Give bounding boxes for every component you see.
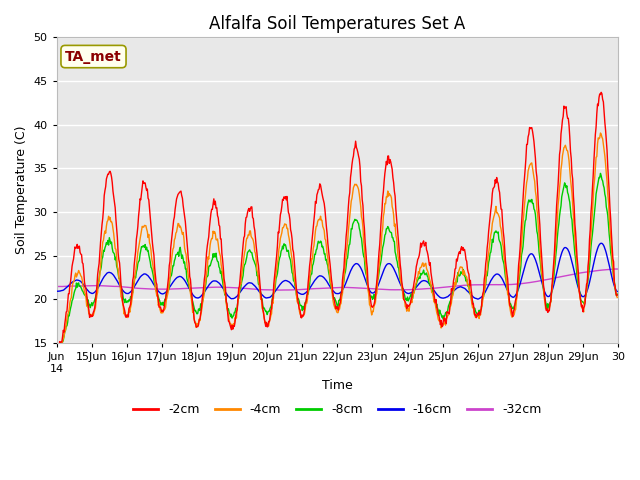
Legend: -2cm, -4cm, -8cm, -16cm, -32cm: -2cm, -4cm, -8cm, -16cm, -32cm: [128, 398, 547, 421]
-4cm: [250, 242, 258, 248]
-32cm: [221, 285, 229, 290]
-16cm: [426, 282, 434, 288]
-32cm: [271, 287, 279, 293]
-2cm: [396, 252, 403, 258]
-16cm: [474, 296, 481, 302]
-8cm: [613, 291, 621, 297]
-2cm: [250, 224, 258, 229]
-2cm: [427, 269, 435, 275]
Line: -8cm: -8cm: [57, 173, 617, 352]
-32cm: [118, 284, 126, 290]
-2cm: [613, 292, 621, 298]
-8cm: [221, 291, 229, 297]
Line: -4cm: -4cm: [57, 133, 617, 352]
-4cm: [120, 303, 127, 309]
-4cm: [53, 348, 61, 353]
Text: TA_met: TA_met: [65, 49, 122, 63]
-32cm: [612, 266, 620, 272]
-2cm: [223, 299, 230, 304]
Title: Alfalfa Soil Temperatures Set A: Alfalfa Soil Temperatures Set A: [209, 15, 465, 33]
-8cm: [118, 289, 126, 295]
-16cm: [53, 288, 61, 294]
-8cm: [250, 257, 257, 263]
-16cm: [597, 240, 605, 246]
-4cm: [223, 301, 230, 307]
-4cm: [613, 295, 621, 300]
-2cm: [53, 350, 61, 356]
-4cm: [271, 277, 279, 283]
-8cm: [271, 288, 278, 294]
-32cm: [53, 284, 61, 289]
-4cm: [596, 130, 604, 136]
-16cm: [250, 282, 257, 288]
Line: -2cm: -2cm: [57, 92, 617, 354]
-8cm: [426, 283, 434, 288]
Line: -32cm: -32cm: [57, 269, 617, 290]
-32cm: [427, 286, 435, 291]
Line: -16cm: -16cm: [57, 243, 617, 299]
-8cm: [53, 349, 61, 355]
-2cm: [597, 89, 605, 95]
X-axis label: Time: Time: [322, 379, 353, 392]
-8cm: [596, 170, 604, 176]
-2cm: [54, 351, 62, 357]
-16cm: [271, 289, 278, 295]
-4cm: [396, 264, 403, 270]
-16cm: [395, 277, 403, 283]
Y-axis label: Soil Temperature (C): Soil Temperature (C): [15, 126, 28, 254]
-16cm: [118, 287, 126, 293]
-16cm: [221, 289, 229, 295]
-2cm: [271, 266, 279, 272]
-8cm: [395, 265, 403, 271]
-4cm: [54, 349, 61, 355]
-32cm: [396, 287, 403, 293]
-2cm: [120, 302, 127, 308]
-16cm: [613, 288, 621, 294]
-32cm: [613, 266, 621, 272]
-32cm: [271, 287, 278, 293]
-32cm: [250, 286, 257, 292]
-4cm: [427, 281, 435, 287]
